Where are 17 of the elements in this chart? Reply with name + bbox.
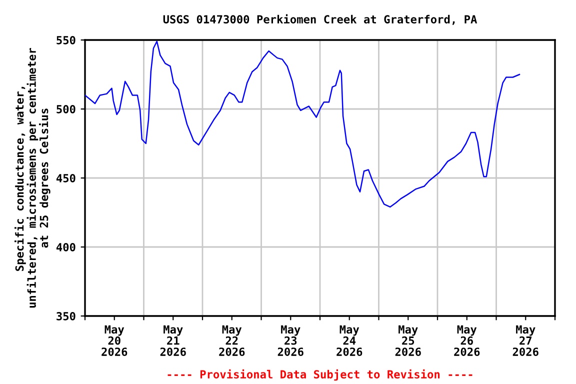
chart-title: USGS 01473000 Perkiomen Creek at Graterford, PA xyxy=(163,14,478,25)
x-tick-label: May 27 2026 xyxy=(512,325,538,356)
x-tick-label: May 26 2026 xyxy=(454,325,480,356)
y-tick-label: 400 xyxy=(56,242,76,252)
y-axis-title: Specific conductance, water, unfiltered, microsiemens per centimeter at 25 degrees Celsius xyxy=(14,48,50,308)
text: ---- Provisional Data Subject to Revision ---- xyxy=(168,369,472,381)
x-tick-label: May 22 2026 xyxy=(219,325,245,356)
y-tick-label: 450 xyxy=(56,174,76,182)
x-tick-label: May 25 2026 xyxy=(395,325,421,356)
y-tick-label: 350 xyxy=(56,312,76,320)
x-tick-label: May 23 2026 xyxy=(278,325,304,356)
x-tick-label: May 24 2026 xyxy=(336,325,362,356)
line-series xyxy=(85,40,520,208)
x-tick-label: May 21 2026 xyxy=(160,325,186,356)
x-tick-label: May 20 2026 xyxy=(102,325,128,356)
y-tick-label: 550 xyxy=(56,36,76,44)
y-tick-label: 500 xyxy=(56,104,76,114)
